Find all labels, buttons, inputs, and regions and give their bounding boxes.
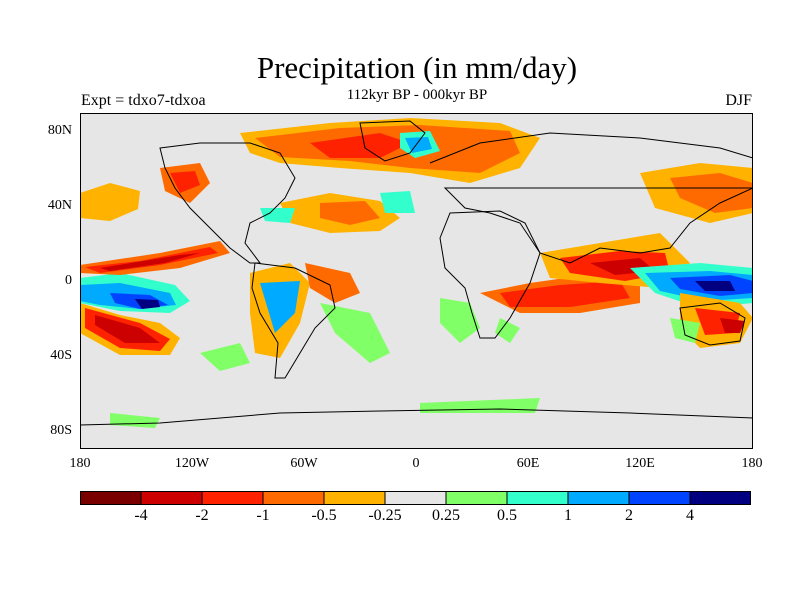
- colorbar-label-3: -1: [256, 507, 270, 524]
- colorbar: [80, 491, 751, 505]
- coastlines: [80, 120, 753, 426]
- colorbar-box-5: [324, 491, 385, 505]
- precipitation-map: [80, 113, 753, 449]
- lat-tick-40s: 40S: [50, 348, 72, 363]
- lon-tick-0: 0: [412, 456, 420, 471]
- lat-tick-0: 0: [65, 273, 72, 288]
- colorbar-box-8: [507, 491, 568, 505]
- colorbar-box-11: [690, 491, 751, 505]
- colorbar-label-9: 2: [625, 507, 633, 524]
- lon-tick-180e: 180: [741, 456, 763, 471]
- lon-tick-120w: 120W: [174, 456, 210, 471]
- colorbar-label-2: -2: [195, 507, 209, 524]
- colorbar-box-10: [629, 491, 690, 505]
- lon-tick-60w: 60W: [290, 456, 318, 471]
- map-frame: [80, 113, 753, 449]
- colorbar-label-4: -0.5: [311, 507, 337, 524]
- colorbar-label-6: 0.25: [432, 507, 460, 524]
- chart-subtitle: 112kyr BP - 000kyr BP: [346, 87, 488, 103]
- anomaly-fields: [80, 118, 753, 428]
- colorbar-label-5: -0.25: [368, 507, 402, 524]
- colorbar-box-1: [80, 491, 141, 505]
- colorbar-label-8: 1: [564, 507, 572, 524]
- colorbar-box-9: [568, 491, 629, 505]
- lon-tick-60e: 60E: [516, 456, 540, 471]
- lon-tick-180w: 180: [69, 456, 91, 471]
- lon-tick-120e: 120E: [625, 456, 655, 471]
- experiment-label: Expt = tdxo7-tdxoa: [81, 92, 206, 109]
- lat-tick-40n: 40N: [47, 198, 72, 213]
- colorbar-box-2: [141, 491, 202, 505]
- season-label: DJF: [725, 92, 752, 109]
- chart-title: Precipitation (in mm/day): [256, 50, 578, 85]
- colorbar-box-6: [385, 491, 446, 505]
- colorbar-label-1: -4: [134, 507, 148, 524]
- colorbar-label-7: 0.5: [497, 507, 517, 524]
- colorbar-box-4: [263, 491, 324, 505]
- colorbar-label-10: 4: [686, 507, 694, 524]
- lat-tick-80n: 80N: [47, 123, 72, 138]
- lat-tick-80s: 80S: [50, 423, 72, 438]
- colorbar-box-7: [446, 491, 507, 505]
- colorbar-box-3: [202, 491, 263, 505]
